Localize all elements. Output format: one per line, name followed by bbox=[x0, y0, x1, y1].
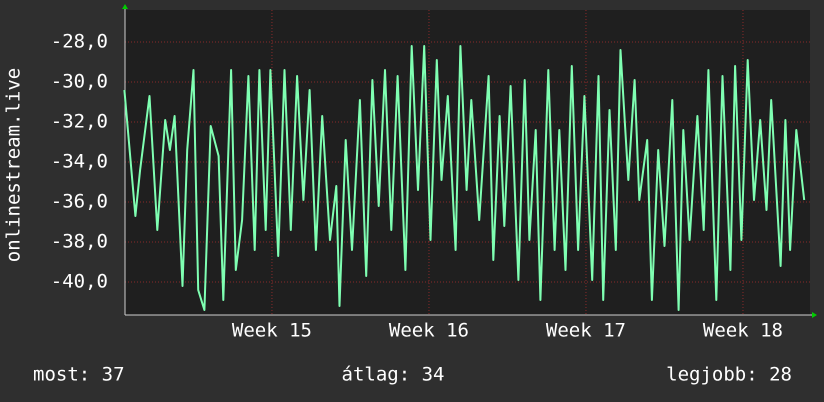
footer-best: legjobb: 28 bbox=[666, 364, 792, 386]
y-tick-label: -32,0 bbox=[51, 111, 108, 133]
y-tick-label: -36,0 bbox=[51, 191, 108, 213]
x-axis-arrow bbox=[812, 312, 817, 318]
x-tick-label: Week 16 bbox=[389, 320, 469, 342]
y-tick-label: -34,0 bbox=[51, 151, 108, 173]
x-tick-label: Week 15 bbox=[232, 320, 312, 342]
y-tick-label: -40,0 bbox=[51, 271, 108, 293]
y-tick-label: -38,0 bbox=[51, 231, 108, 253]
x-tick-label: Week 17 bbox=[546, 320, 626, 342]
y-axis-arrow bbox=[122, 4, 128, 9]
y-tick-label: -28,0 bbox=[51, 31, 108, 53]
y-tick-label: -30,0 bbox=[51, 71, 108, 93]
footer-current: most: 37 bbox=[33, 364, 125, 386]
x-tick-label: Week 18 bbox=[703, 320, 783, 342]
data-line bbox=[123, 45, 806, 311]
y-axis-label: onlinestream.live bbox=[3, 68, 25, 262]
footer-average: átlag: 34 bbox=[342, 364, 445, 386]
